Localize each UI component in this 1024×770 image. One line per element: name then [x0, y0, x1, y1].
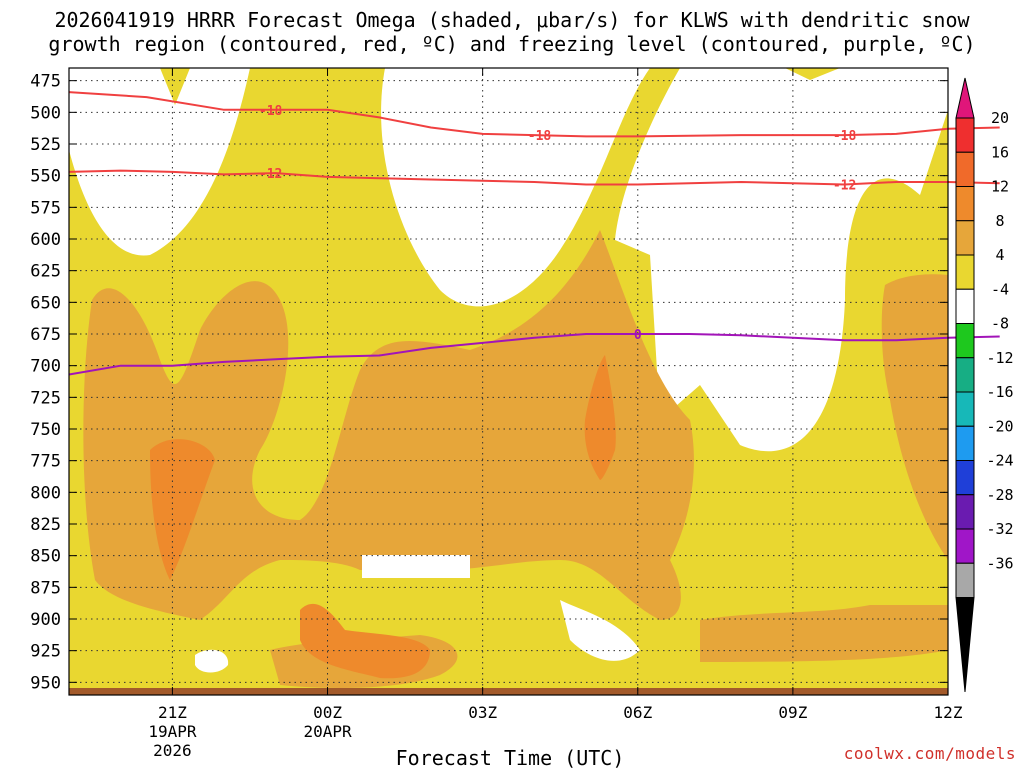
y-tick-label: 650: [30, 293, 61, 313]
colorbar-label: -32: [986, 520, 1013, 538]
colorbar-label: 12: [991, 178, 1009, 196]
colorbar-cell: [955, 460, 975, 496]
colorbar: 20 16 12 8 4 -4 -8 -12 -16 -20 -24 -28 -32 -36: [955, 77, 1014, 693]
colorbar-cell: [955, 391, 975, 427]
y-tick-label: 900: [30, 610, 61, 630]
y-tick-label: 700: [30, 357, 61, 377]
colorbar-cell: [955, 528, 975, 564]
colorbar-cell: [955, 117, 975, 153]
contour-label: -18: [259, 104, 283, 119]
contour-line: [68, 91, 1000, 138]
chart-title-line-2: growth region (contoured, red, ºC) and f…: [48, 32, 976, 56]
contour-line: [68, 169, 1000, 186]
colorbar-cell: [955, 425, 975, 461]
chart-title-line-1: 2026041919 HRRR Forecast Omega (shaded, …: [54, 8, 970, 32]
colorbar-cell: [955, 220, 975, 256]
y-tick-label: 875: [30, 578, 61, 598]
x-tick-label: 21Z: [158, 703, 187, 722]
colorbar-cell: [955, 323, 975, 359]
y-tick-label: 775: [30, 452, 61, 472]
contour-label: -12: [259, 167, 282, 182]
y-tick-label: 750: [30, 420, 61, 440]
omega-shading: [69, 68, 948, 695]
x-tick-label: 12Z: [934, 703, 963, 722]
colorbar-cell: [955, 151, 975, 187]
y-tick-label: 675: [30, 325, 61, 345]
plot-frame: [68, 67, 949, 696]
y-tick-label: 725: [30, 388, 61, 408]
credit-link[interactable]: coolwx.com/models: [843, 744, 1016, 763]
x-axis-title: Forecast Time (UTC): [395, 746, 625, 770]
colorbar-label: 16: [991, 143, 1009, 161]
colorbar-label: -24: [986, 452, 1013, 470]
contour-label: -12: [833, 179, 856, 194]
x-tick-label: 03Z: [468, 703, 497, 722]
x-tick-label: 00Z: [313, 703, 342, 722]
y-tick-label: 925: [30, 642, 61, 662]
y-tick-label: 500: [30, 103, 61, 123]
colorbar-cell: [955, 186, 975, 222]
y-tick-label: 625: [30, 262, 61, 282]
colorbar-top-arrow: [955, 77, 975, 119]
contour-label: -18: [833, 129, 857, 144]
colorbar-label: -8: [991, 315, 1009, 333]
colorbar-label: 20: [991, 109, 1009, 127]
contour-label: 0: [634, 328, 642, 343]
colorbar-cell: [955, 254, 975, 290]
x-tick-date: 19APR: [148, 722, 197, 741]
x-tick-label: 09Z: [778, 703, 807, 722]
x-tick-year: 2026: [153, 741, 192, 760]
y-tick-label: 600: [30, 230, 61, 250]
colorbar-label: -4: [991, 280, 1009, 298]
colorbar-label: -12: [986, 349, 1013, 367]
contours: -18 -18 -18 -12 -12 0: [68, 91, 1000, 376]
colorbar-label: -28: [986, 486, 1013, 504]
colorbar-label: -36: [986, 554, 1013, 572]
colorbar-cell: [955, 562, 975, 598]
colorbar-cell: [955, 288, 975, 324]
contour-label: -18: [528, 129, 552, 144]
colorbar-label: 4: [995, 246, 1004, 264]
colorbar-label: -20: [986, 417, 1013, 435]
y-tick-label: 950: [30, 673, 61, 693]
colorbar-cell: [955, 357, 975, 393]
colorbar-label: 8: [995, 212, 1004, 230]
y-tick-label: 550: [30, 167, 61, 187]
y-tick-label: 475: [30, 72, 61, 92]
y-tick-label: 575: [30, 198, 61, 218]
colorbar-cell: [955, 494, 975, 530]
y-tick-label: 825: [30, 515, 61, 535]
y-axis: 475 500 525 550 575 600 625 650 675 700 725 750 775 8…: [30, 72, 948, 693]
contour-line: [68, 333, 1000, 376]
x-tick-date: 20APR: [303, 722, 352, 741]
y-tick-label: 525: [30, 135, 61, 155]
y-tick-label: 850: [30, 547, 61, 567]
x-tick-label: 06Z: [623, 703, 652, 722]
colorbar-label: -16: [986, 383, 1013, 401]
gridlines: [69, 68, 949, 695]
y-tick-label: 800: [30, 483, 61, 503]
colorbar-bottom-arrow: [955, 597, 975, 693]
